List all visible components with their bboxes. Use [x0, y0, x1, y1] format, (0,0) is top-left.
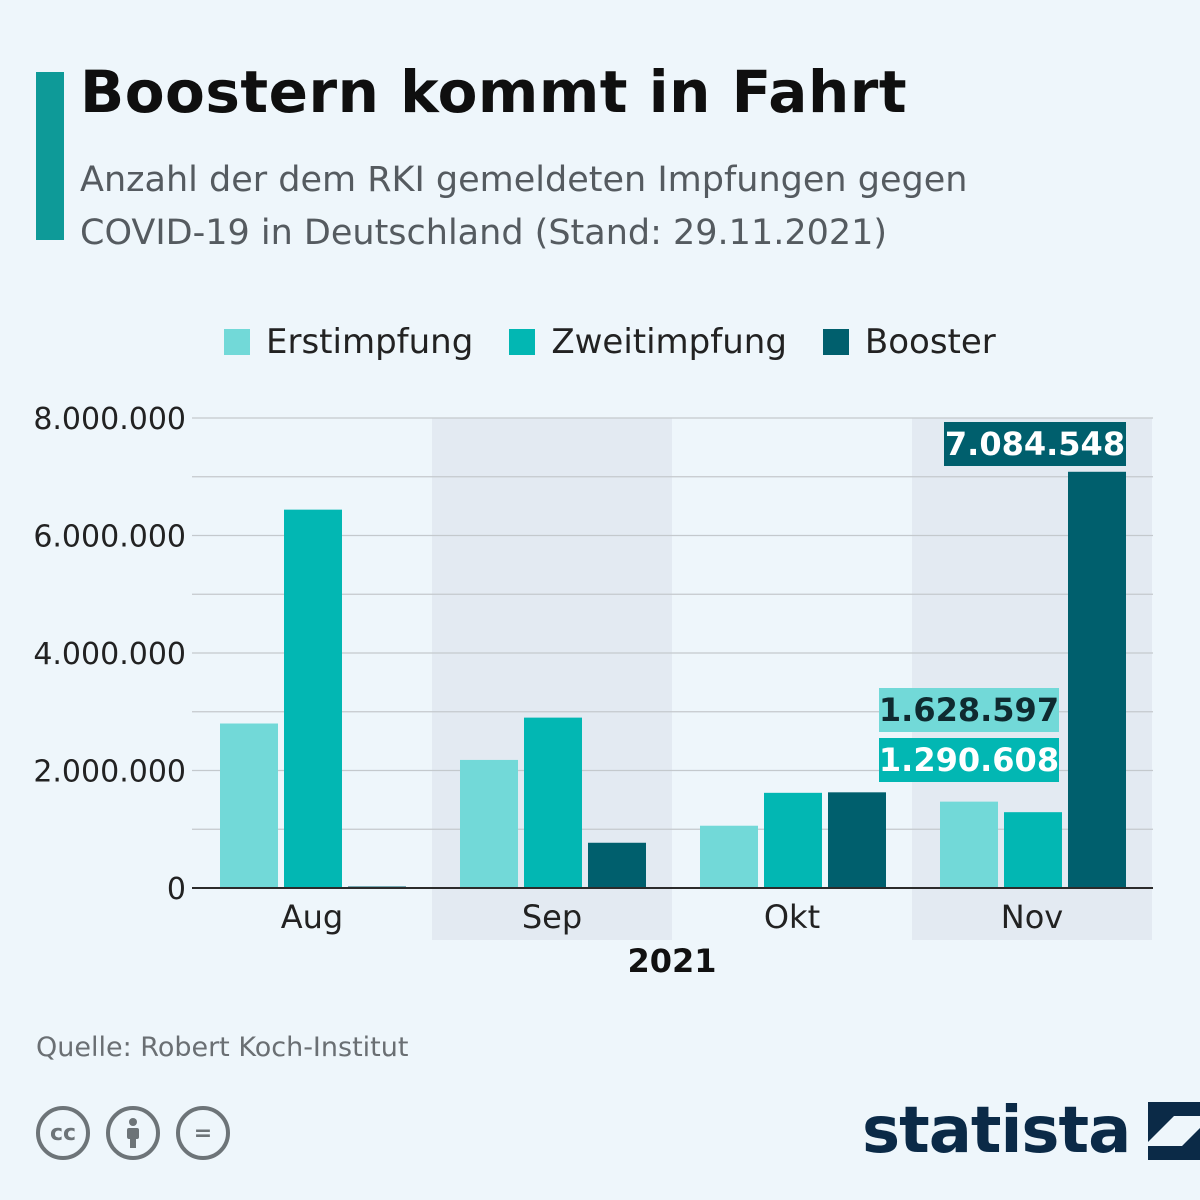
statista-logo-icon	[1148, 1102, 1200, 1160]
bar-zweitimpfung-nov	[1004, 812, 1062, 888]
brand-wordmark: statista	[862, 1094, 1131, 1168]
bar-erstimpfung-okt	[700, 825, 758, 888]
data-label-bg	[879, 738, 1059, 782]
x-tick-label-aug: Aug	[281, 898, 343, 936]
bar-erstimpfung-sep	[460, 759, 518, 888]
legend-swatch-erstimpfung	[224, 329, 250, 355]
data-label-booster-nov: 7.084.548	[945, 425, 1125, 463]
data-label-bg	[879, 688, 1059, 732]
legend: Erstimpfung Zweitimpfung Booster	[224, 320, 1032, 364]
bar-erstimpfung-aug	[220, 723, 278, 888]
license-icons: cc =	[36, 1106, 246, 1160]
bar-booster-okt	[828, 792, 886, 888]
y-tick-label: 0	[167, 872, 186, 907]
person-glyph	[127, 1118, 139, 1148]
chart-title: Boostern kommt in Fahrt	[80, 58, 908, 126]
legend-item-zweitimpfung: Zweitimpfung	[509, 322, 787, 362]
x-tick-label-okt: Okt	[764, 898, 820, 936]
no-derivatives-icon[interactable]: =	[176, 1106, 230, 1160]
y-tick-label: 4.000.000	[33, 637, 186, 672]
x-tick-label-sep: Sep	[522, 898, 582, 936]
statista-brand[interactable]: statista	[862, 1094, 1200, 1168]
legend-label-erstimpfung: Erstimpfung	[266, 322, 474, 362]
cc-icon-text: cc	[49, 1120, 77, 1146]
x-tick-label-nov: Nov	[1001, 898, 1063, 936]
y-tick-label: 8.000.000	[33, 402, 186, 437]
legend-item-booster: Booster	[822, 322, 996, 362]
legend-item-erstimpfung: Erstimpfung	[224, 322, 473, 362]
x-axis-title: 2021	[627, 942, 716, 980]
legend-swatch-booster	[822, 329, 849, 355]
legend-swatch-zweitimpfung	[509, 329, 536, 355]
nd-icon-text: =	[193, 1120, 213, 1146]
bar-erstimpfung-nov	[940, 801, 998, 888]
data-label-bg	[944, 422, 1126, 466]
title-accent-bar	[36, 72, 64, 240]
bar-zweitimpfung-sep	[524, 717, 582, 888]
bar-booster-nov	[1068, 471, 1126, 888]
bar-zweitimpfung-aug	[284, 509, 342, 888]
cc-icon[interactable]: cc	[36, 1106, 90, 1160]
bar-zweitimpfung-okt	[764, 792, 822, 888]
legend-label-booster: Booster	[864, 322, 996, 362]
y-tick-label: 6.000.000	[33, 520, 186, 555]
chart-subtitle: Anzahl der dem RKI gemeldeten Impfungen …	[80, 160, 968, 253]
data-label-zweitimpfung-nov: 1.290.608	[879, 741, 1059, 779]
data-label-booster-okt: 1.628.597	[879, 691, 1059, 729]
attribution-icon[interactable]	[106, 1106, 160, 1160]
source-note: Quelle: Robert Koch-Institut	[36, 1032, 409, 1063]
bar-chart: 0 2.000.000 4.000.000 6.000.000 8.000.000 Aug…	[33, 402, 1153, 980]
legend-label-zweitimpfung: Zweitimpfung	[551, 322, 787, 362]
bar-booster-sep	[588, 842, 646, 888]
y-tick-label: 2.000.000	[33, 755, 186, 790]
